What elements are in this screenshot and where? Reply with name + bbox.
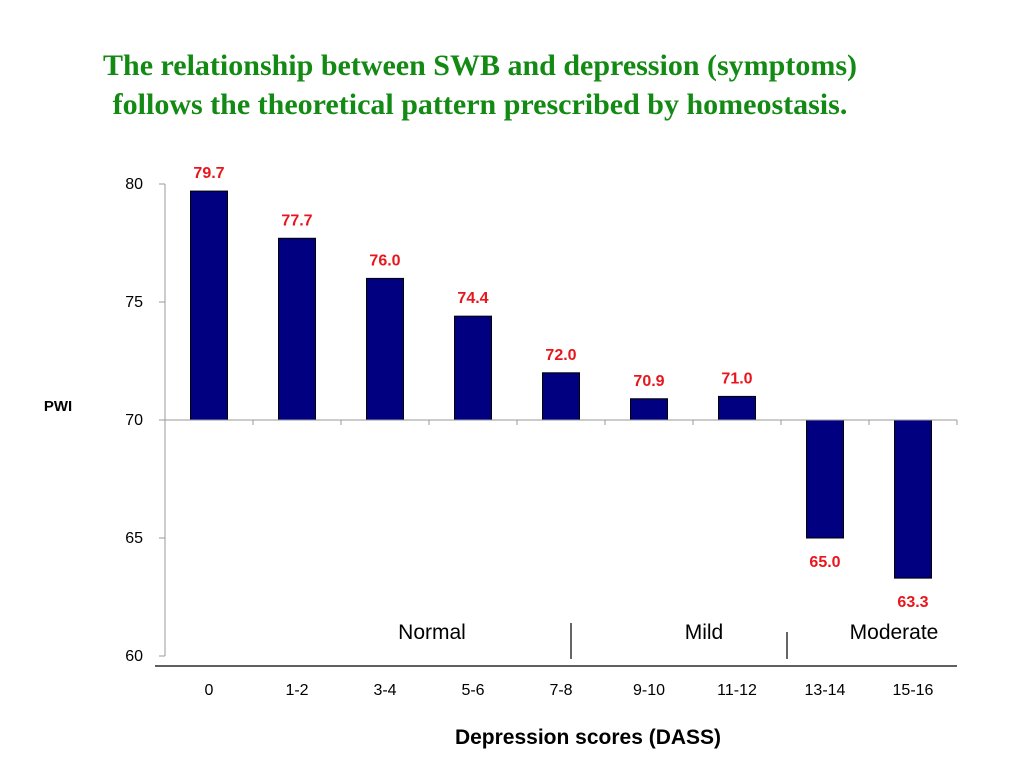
bar-11-12 bbox=[718, 395, 756, 421]
data-label-11-12: 71.0 bbox=[721, 370, 752, 387]
bar-3-4 bbox=[366, 277, 404, 421]
y-tick-label: 70 bbox=[125, 412, 143, 429]
x-tick-label-5-6: 5-6 bbox=[461, 682, 484, 699]
x-tick-label-11-12: 11-12 bbox=[717, 682, 757, 699]
x-tick-label-1-2: 1-2 bbox=[285, 682, 308, 699]
data-label-15-16: 63.3 bbox=[897, 594, 928, 611]
data-label-1-2: 77.7 bbox=[281, 212, 312, 229]
data-label-9-10: 70.9 bbox=[633, 373, 664, 390]
y-axis-label: PWI bbox=[44, 398, 72, 415]
title-line-2: follows the theoretical pattern prescrib… bbox=[112, 88, 848, 121]
title-line-1: The relationship between SWB and depress… bbox=[103, 49, 857, 82]
bar-9-10 bbox=[630, 398, 668, 421]
data-label-3-4: 76.0 bbox=[369, 252, 400, 269]
data-label-5-6: 74.4 bbox=[457, 290, 488, 307]
region-label-normal: Normal bbox=[398, 621, 466, 644]
y-tick-label: 80 bbox=[125, 176, 143, 193]
x-tick-label-7-8: 7-8 bbox=[549, 682, 572, 699]
bar-15-16 bbox=[894, 419, 932, 579]
x-tick-label-13-14: 13-14 bbox=[805, 682, 846, 699]
region-label-mild: Mild bbox=[685, 621, 724, 644]
bar-1-2 bbox=[278, 237, 316, 421]
data-label-7-8: 72.0 bbox=[545, 347, 576, 364]
bar-5-6 bbox=[454, 315, 492, 421]
x-tick-label-9-10: 9-10 bbox=[633, 682, 665, 699]
bar-7-8 bbox=[542, 372, 580, 421]
chart-title: The relationship between SWB and depress… bbox=[0, 46, 960, 124]
y-tick-label: 75 bbox=[125, 294, 143, 311]
bar-0 bbox=[190, 190, 228, 421]
x-tick-label-0: 0 bbox=[205, 682, 214, 699]
y-tick-label: 65 bbox=[125, 530, 143, 547]
data-label-0: 79.7 bbox=[193, 165, 224, 182]
data-label-13-14: 65.0 bbox=[809, 554, 840, 571]
x-tick-label-3-4: 3-4 bbox=[373, 682, 396, 699]
y-tick-label: 60 bbox=[125, 648, 143, 665]
bar-13-14 bbox=[806, 419, 844, 539]
x-axis-label: Depression scores (DASS) bbox=[455, 726, 721, 749]
region-label-moderate: Moderate bbox=[850, 621, 939, 644]
x-tick-label-15-16: 15-16 bbox=[893, 682, 934, 699]
